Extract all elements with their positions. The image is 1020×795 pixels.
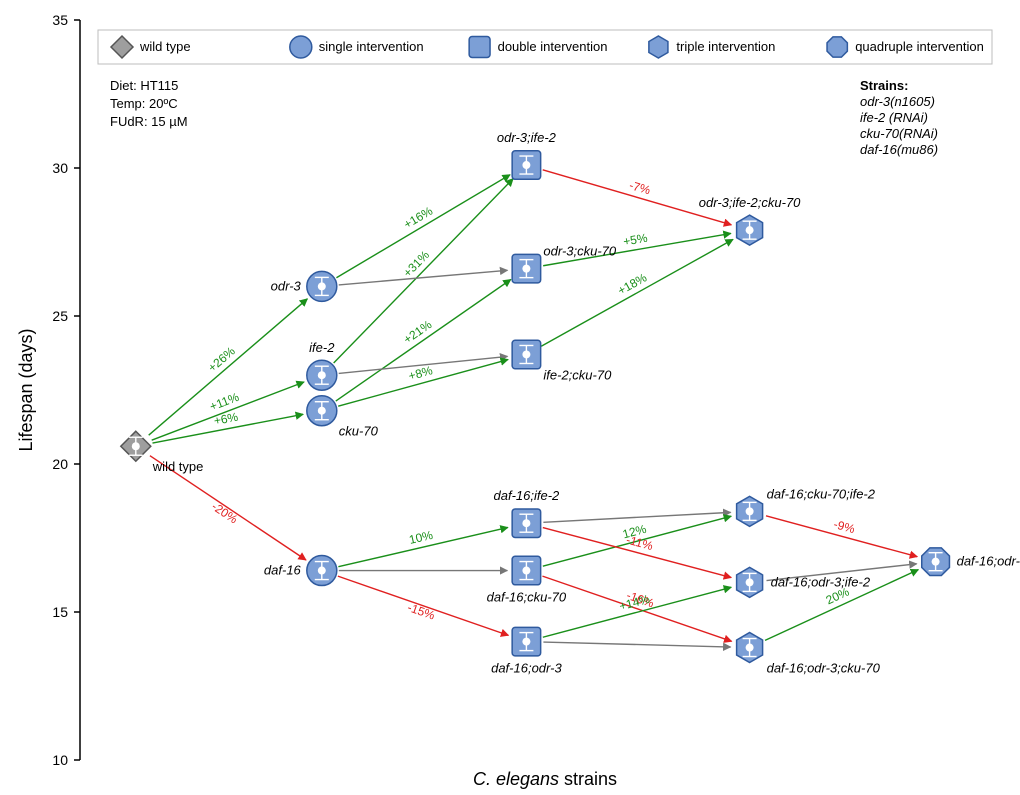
node-label: ife-2 [309, 340, 335, 355]
node-ife2 [307, 360, 337, 390]
x-axis-label: C. elegans strains [473, 769, 617, 789]
strain-line: odr-3(n1605) [860, 94, 935, 109]
y-tick-label: 35 [52, 12, 68, 28]
node-cku70 [307, 396, 337, 426]
node-label: daf-16;cku-70 [487, 590, 567, 605]
strain-line: ife-2 (RNAi) [860, 110, 928, 125]
edge-label: -15% [406, 600, 437, 623]
node-label: cku-70 [339, 424, 379, 439]
node-label: daf-16 [264, 563, 302, 578]
node-label: daf-16;cku-70;ife-2 [767, 486, 876, 501]
y-tick-label: 15 [52, 604, 68, 620]
legend-item [827, 37, 847, 57]
edge-label: +21% [401, 317, 435, 346]
node-label: odr-3;ife-2 [497, 130, 557, 145]
edge-label: +18% [615, 270, 649, 297]
legend-item [290, 36, 312, 58]
node-d16odr3cku70 [737, 633, 763, 663]
node-oic [737, 215, 763, 245]
node-label: ife-2;cku-70 [543, 367, 612, 382]
node-odr3cku70 [512, 254, 541, 283]
edge [543, 642, 730, 647]
node-quad [922, 548, 950, 576]
edge-label: -20% [209, 499, 240, 526]
strains-title: Strains: [860, 78, 908, 93]
node-label: odr-3 [271, 278, 302, 293]
y-tick-label: 30 [52, 160, 68, 176]
legend-label: wild type [139, 39, 191, 54]
node-d16cku70ife2 [737, 496, 763, 526]
node-label: daf-16;ife-2 [494, 488, 561, 503]
edge-label: -9% [832, 517, 857, 536]
edge-label: 10% [408, 528, 435, 547]
node-d16cku70 [512, 556, 541, 585]
node-label: daf-16;odr-3;cku-70 [767, 661, 881, 676]
info-line: Temp: 20ºC [110, 96, 178, 111]
info-line: FUdR: 15 µM [110, 114, 188, 129]
legend-label: quadruple intervention [855, 39, 984, 54]
node-label: daf-16;odr-3 [491, 661, 562, 676]
node-odr3 [307, 271, 337, 301]
lifespan-network-chart: 10 15 20 25 30 35 Lifespan (days) C. elegans st… [0, 0, 1020, 795]
node-label: odr-3;ife-2;cku-70 [699, 195, 801, 210]
node-odr3ife2 [512, 151, 541, 180]
info-line: Diet: HT115 [110, 78, 178, 93]
legend-label: double intervention [498, 39, 608, 54]
y-tick-label: 25 [52, 308, 68, 324]
edge-label: +26% [205, 344, 238, 375]
node-label: odr-3;cku-70 [543, 244, 617, 259]
node-daf16 [307, 556, 337, 586]
node-d16odr3ife2 [737, 567, 763, 597]
edge [339, 270, 508, 285]
edge-label: +6% [213, 410, 240, 428]
legend-label: single intervention [319, 39, 424, 54]
node-label: wild type [152, 459, 204, 474]
edge-label: -7% [628, 178, 653, 198]
edge-label: +5% [622, 231, 649, 249]
edge-label: +16% [401, 204, 435, 232]
node-wt [121, 431, 151, 461]
y-tick-label: 20 [52, 456, 68, 472]
legend-item [469, 37, 490, 58]
node-d16odr3 [512, 627, 541, 656]
edge [543, 512, 730, 522]
y-axis-label: Lifespan (days) [16, 328, 36, 451]
strain-line: cku-70(RNAi) [860, 126, 938, 141]
node-label: daf-16;odr-3;ife-2 [771, 574, 871, 589]
strain-line: daf-16(mu86) [860, 142, 938, 157]
edge-label: +31% [400, 248, 432, 280]
legend-item [649, 36, 668, 58]
node-ife2cku70 [512, 340, 541, 369]
legend-label: triple intervention [676, 39, 775, 54]
node-d16ife2 [512, 509, 541, 538]
node-label: daf-16;odr-3;cku-70;ife-2 [957, 554, 1020, 569]
y-tick-label: 10 [52, 752, 68, 768]
